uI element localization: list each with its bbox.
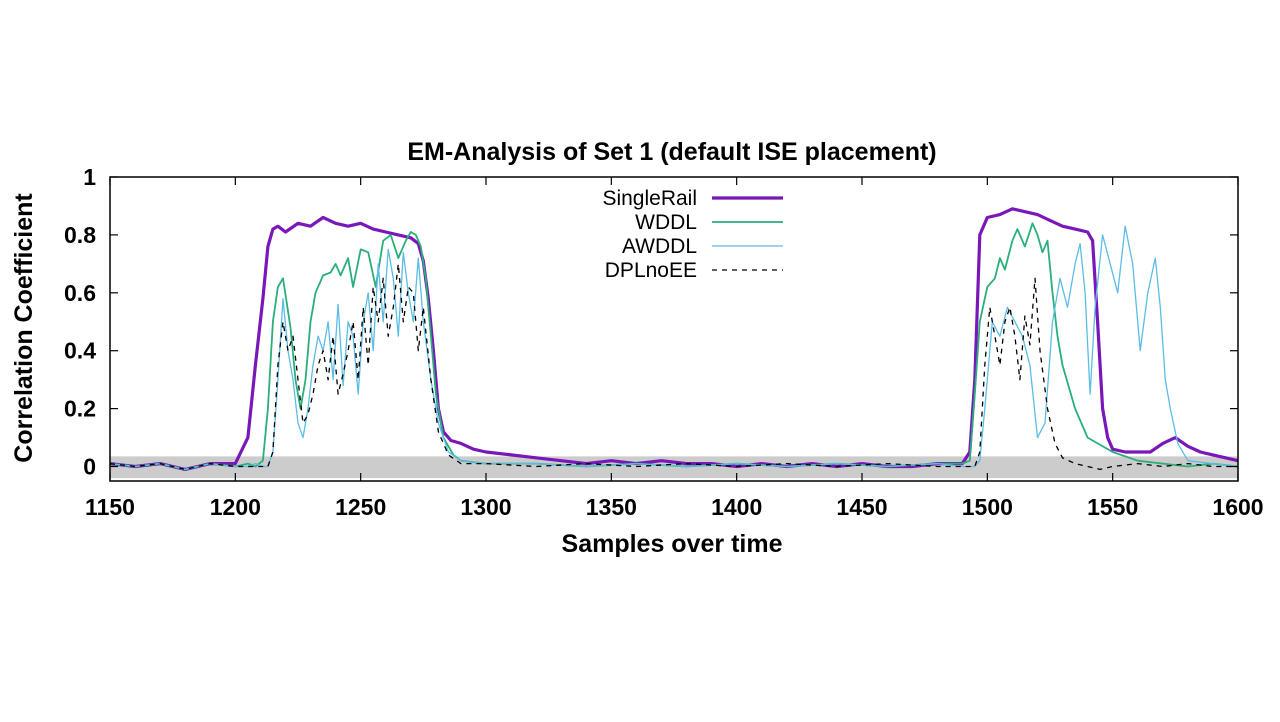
series-line-singlerail — [109, 207, 1239, 471]
y-axis-label: Correlation Coefficient — [10, 193, 38, 463]
legend-label-singlerail: SingleRail — [602, 187, 697, 210]
legend-label-dplnoee: DPLnoEE — [605, 259, 697, 282]
y-tick-label: 0 — [83, 454, 96, 480]
x-tick-label: 1250 — [335, 494, 386, 520]
x-tick-label: 1550 — [1087, 494, 1138, 520]
y-tick-label: 0.4 — [64, 338, 96, 364]
x-tick-label: 1600 — [1212, 494, 1263, 520]
x-axis-label: Samples over time — [562, 530, 783, 558]
x-tick-label: 1300 — [460, 494, 511, 520]
x-tick-label: 1450 — [836, 494, 887, 520]
noise-band — [110, 456, 1238, 479]
y-tick-label: 1 — [83, 164, 96, 190]
plot-frame — [109, 176, 1239, 482]
y-tick-label: 0.8 — [64, 222, 96, 248]
x-tick-label: 1200 — [210, 494, 261, 520]
chart-title: EM-Analysis of Set 1 (default ISE placem… — [407, 138, 936, 166]
x-tick-label: 1400 — [711, 494, 762, 520]
y-tick-label: 0.6 — [64, 280, 96, 306]
x-tick-label: 1350 — [586, 494, 637, 520]
legend-label-awddl: AWDDL — [622, 235, 697, 258]
y-tick-label: 0.2 — [64, 396, 96, 422]
series-line-awddl — [109, 225, 1239, 471]
x-tick-label: 1150 — [85, 494, 135, 520]
x-tick-label: 1500 — [962, 494, 1013, 520]
legend-label-wddl: WDDL — [635, 211, 697, 234]
plot-area: 1150 1200 1250 1300 1350 1400 1450 1500 1550 1600… — [64, 164, 1264, 520]
series-line-dplnoee — [109, 263, 1238, 471]
